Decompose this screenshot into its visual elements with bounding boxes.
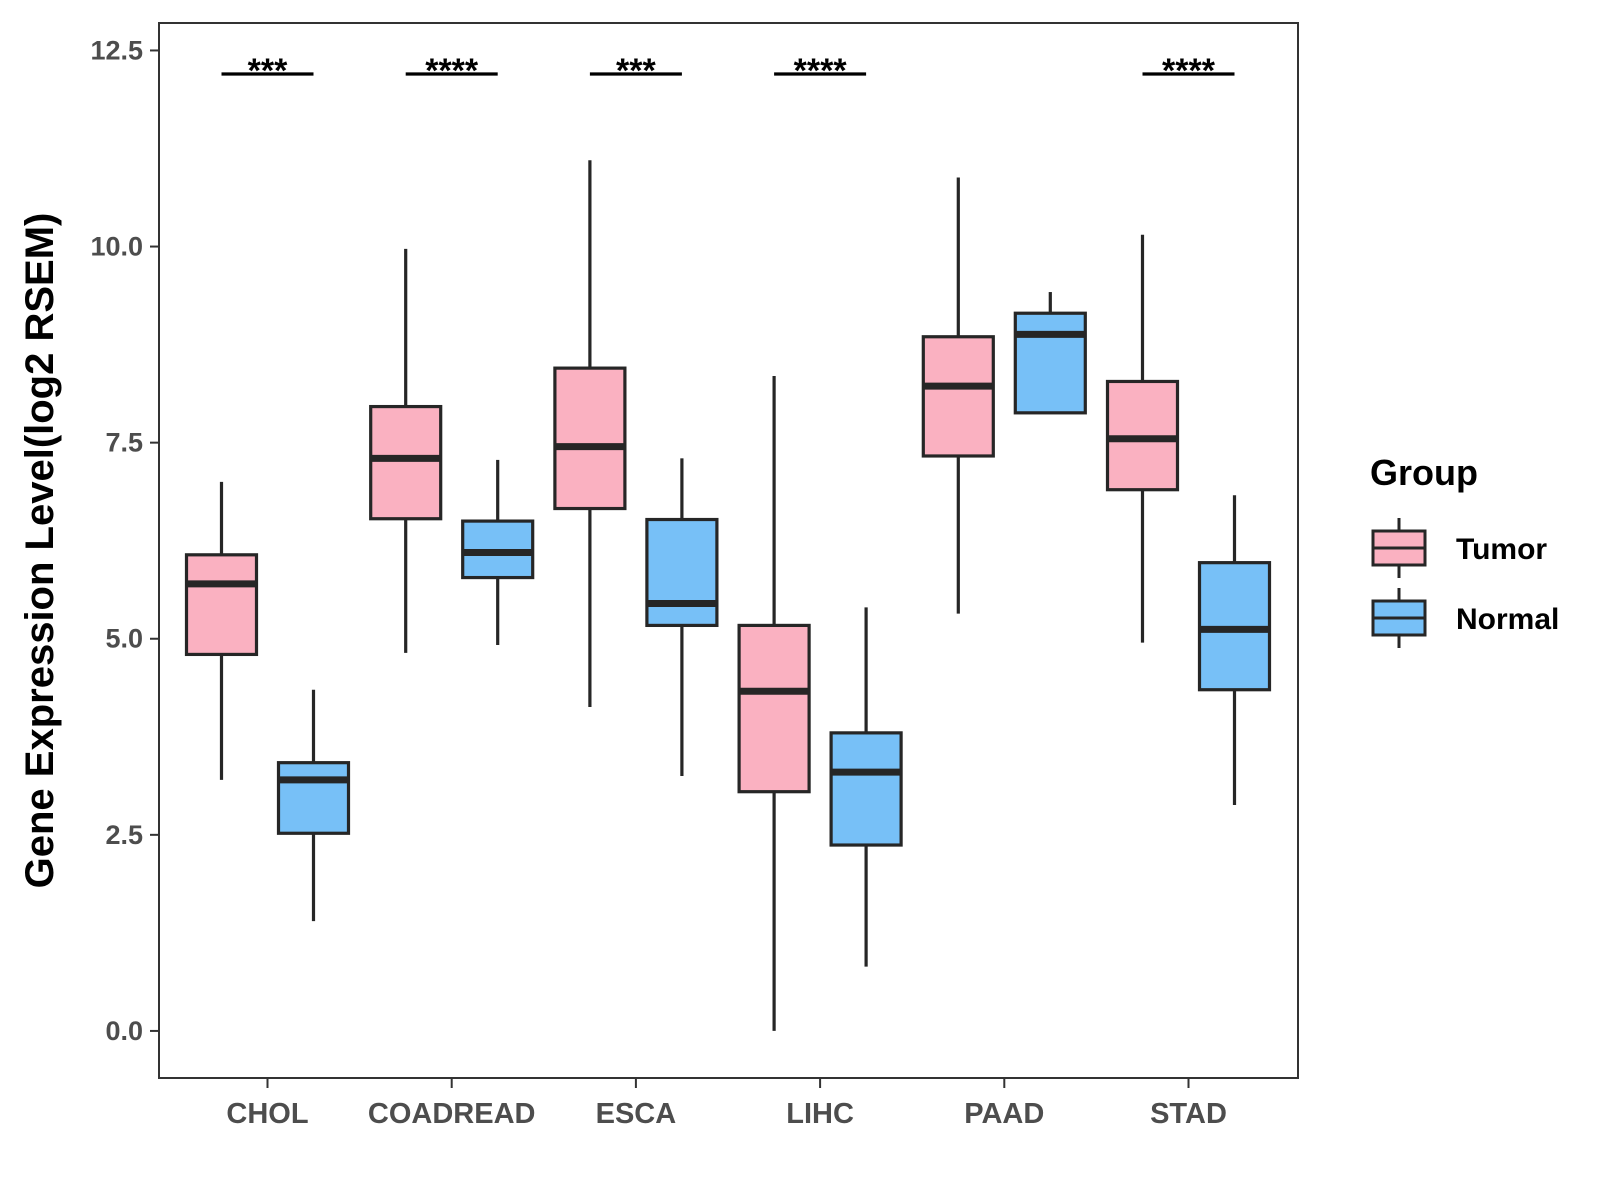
box-iqr (645, 517, 719, 628)
box-tumor-esca (553, 160, 627, 707)
legend-item-normal: Normal (1371, 588, 1559, 648)
y-axis-title: Gene Expression Level(log2 RSEM) (18, 213, 62, 889)
y-tick-label: 0.0 (105, 1016, 143, 1046)
x-tick-label-stad: STAD (1150, 1098, 1227, 1130)
x-tick-label-chol: CHOL (226, 1098, 308, 1130)
box-normal-stad (1197, 495, 1272, 806)
legend-label: Normal (1456, 603, 1559, 636)
significance-label: **** (1162, 52, 1216, 90)
box-tumor-coadread (369, 248, 443, 653)
significance-label: *** (248, 52, 288, 90)
box-iqr (1013, 311, 1087, 415)
box-iqr (553, 366, 627, 511)
x-tick-label-paad: PAAD (964, 1098, 1044, 1130)
significance-label: **** (425, 52, 479, 90)
plot-panel-border (158, 22, 1299, 1079)
box-normal-paad (1013, 292, 1087, 415)
y-tick-label: 7.5 (105, 428, 143, 458)
x-tick-label-lihc: LIHC (786, 1098, 854, 1130)
significance-label: *** (616, 52, 656, 90)
plot-area: 0.0 2.5 5.0 7.5 10.0 12.5 Gene Expression Leve… (18, 22, 1299, 1130)
box-tumor-lihc (737, 375, 811, 1031)
legend-title: Group (1370, 452, 1478, 493)
box-tumor-paad (921, 177, 995, 614)
significance-label: **** (794, 52, 848, 90)
box-tumor-chol (184, 481, 259, 780)
legend-item-tumor: Tumor (1371, 518, 1547, 578)
legend-label: Tumor (1456, 533, 1547, 566)
y-tick-label: 2.5 (105, 820, 143, 850)
y-tick-label: 5.0 (105, 624, 143, 654)
legend: Group Tumor Normal (1370, 452, 1559, 648)
x-tick-label-esca: ESCA (596, 1098, 677, 1130)
box-iqr (829, 731, 903, 847)
y-tick-label: 12.5 (90, 35, 143, 65)
box-iqr (184, 553, 259, 657)
box-normal-lihc (829, 607, 903, 967)
y-tick-label: 10.0 (90, 232, 143, 262)
box-normal-coadread (461, 459, 535, 646)
box-tumor-stad (1105, 234, 1180, 643)
box-normal-chol (276, 689, 351, 922)
box-normal-esca (645, 458, 719, 777)
box-iqr (737, 623, 811, 794)
box-iqr (369, 404, 443, 521)
box-iqr (921, 335, 995, 458)
x-tick-label-coadread: COADREAD (368, 1098, 536, 1130)
box-iqr (276, 761, 351, 835)
